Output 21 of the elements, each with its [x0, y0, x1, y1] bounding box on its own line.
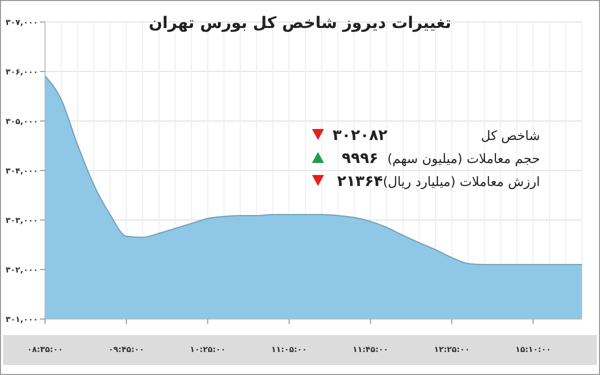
- chart-title: تغییرات دیروز شاخص کل بورس تهران: [148, 13, 452, 32]
- annotation: حجم معاملات (میلیون سهم): [387, 152, 540, 167]
- annotation: ۹۹۹۶: [342, 149, 378, 167]
- annotation: ۳۰۲۰۸۲: [332, 126, 388, 144]
- x-tick-label: ۱۰:۲۵:۰۰: [190, 345, 226, 354]
- x-tick-label: ۰۸:۳۵:۰۰: [27, 345, 63, 354]
- annotation: شاخص کل: [481, 129, 540, 144]
- x-tick-label: ۱۱:۰۵:۰۰: [271, 345, 307, 354]
- x-tick-label: ۱۵:۱۰:۰۰: [515, 345, 552, 354]
- y-tick-label: ۳۰۶,۰۰۰: [6, 67, 38, 76]
- x-tick-label: ۰۹:۴۵:۰۰: [108, 345, 144, 354]
- x-tick-label: ۱۱:۴۵:۰۰: [352, 345, 388, 354]
- y-tick-label: ۳۰۱,۰۰۰: [6, 314, 38, 324]
- annotation: ۲۱۳۶۴: [337, 172, 383, 190]
- y-tick-label: ۳۰۳,۰۰۰: [6, 216, 38, 225]
- y-tick-label: ۳۰۷,۰۰۰: [6, 18, 38, 27]
- y-tick-label: ۳۰۲,۰۰۰: [6, 265, 38, 274]
- annotation: ارزش معاملات (میلیارد ریال): [382, 175, 540, 190]
- y-tick-label: ۳۰۵,۰۰۰: [6, 116, 38, 126]
- y-tick-label: ۳۰۴,۰۰۰: [6, 166, 38, 176]
- x-tick-label: ۱۲:۲۵:۰۰: [434, 345, 470, 354]
